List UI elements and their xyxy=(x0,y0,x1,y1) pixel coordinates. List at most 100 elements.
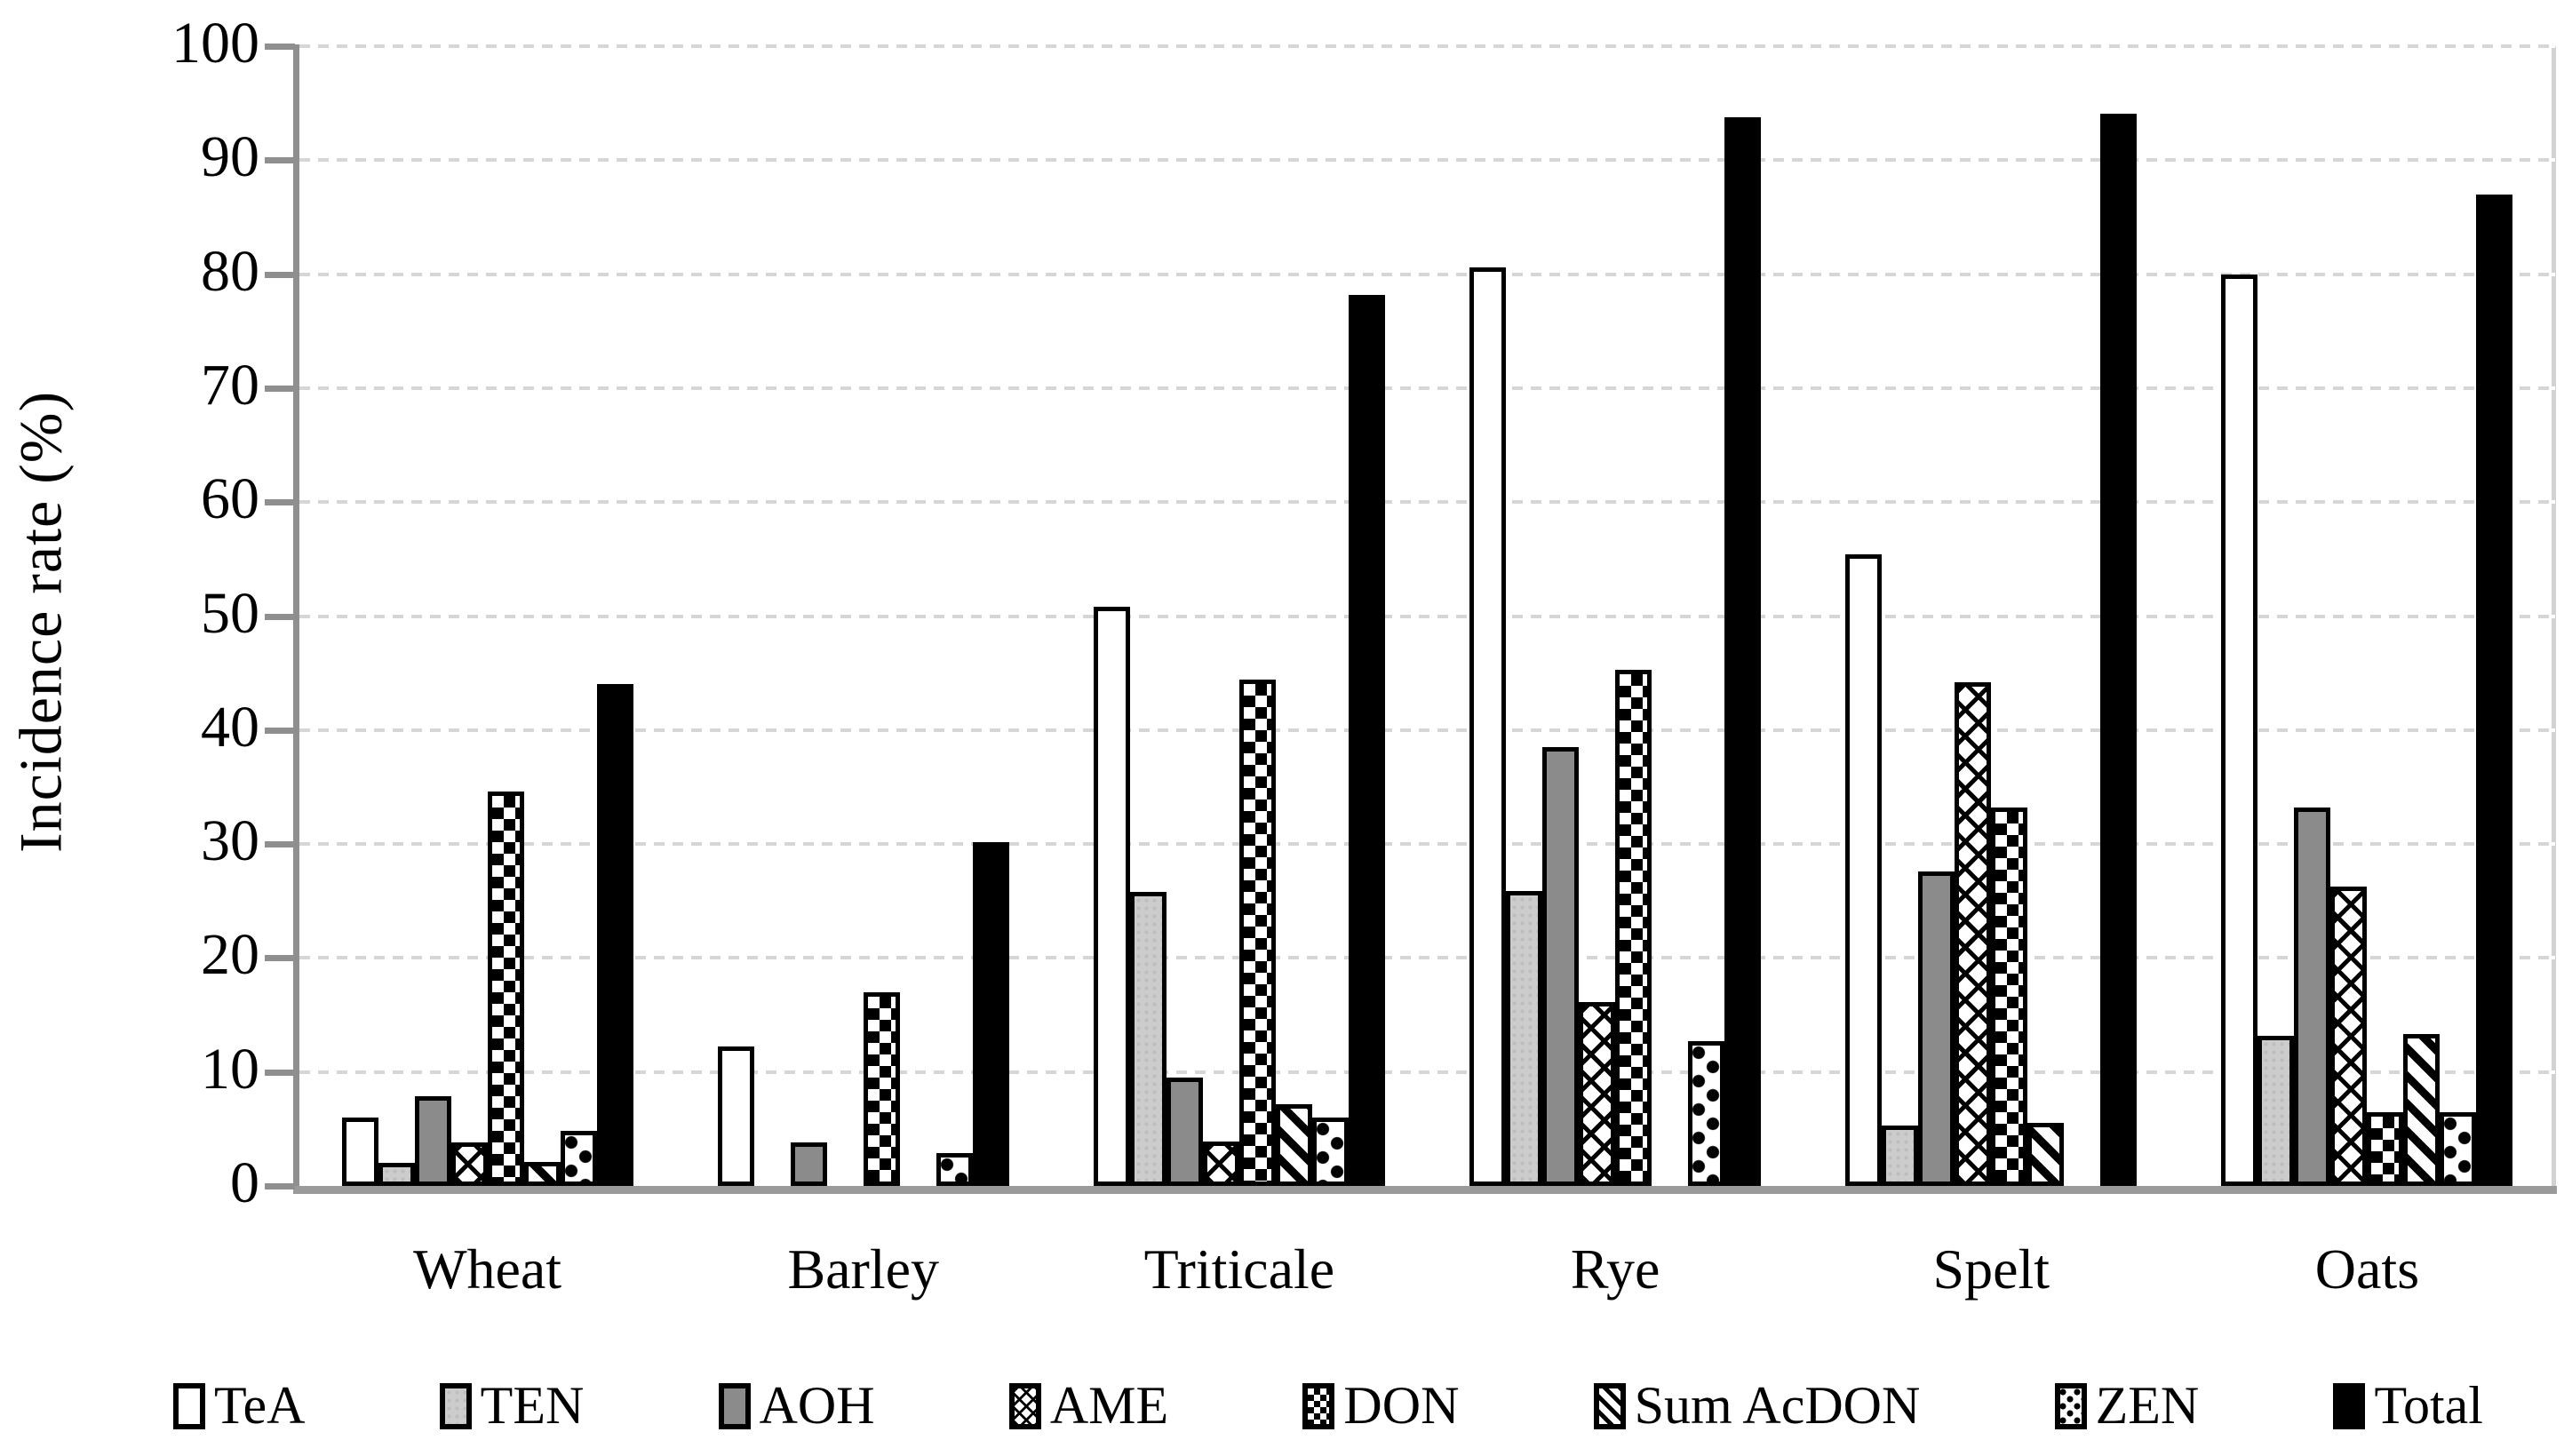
legend-label-zen: ZEN xyxy=(2095,1376,2200,1435)
bar-ten-oats xyxy=(2257,1036,2295,1186)
legend-swatch-don xyxy=(1302,1382,1335,1429)
bar-slot-aoh-triticale xyxy=(1166,1078,1203,1186)
legend-item-total: Total xyxy=(2333,1375,2483,1436)
y-tick-90 xyxy=(265,157,295,164)
bar-group-triticale xyxy=(1051,46,1427,1186)
bar-slot-ten-triticale xyxy=(1129,892,1167,1186)
bar-slot-ame-rye xyxy=(1579,1002,1616,1186)
bar-slot-tea-wheat xyxy=(341,1118,378,1186)
bar-ame-rye xyxy=(1579,1002,1616,1186)
y-tick-label-100: 100 xyxy=(171,10,259,76)
bar-slot-ten-spelt xyxy=(1882,1126,1919,1186)
bar-total-spelt xyxy=(2100,114,2138,1186)
legend-swatch-sum-acdon xyxy=(1593,1382,1626,1429)
bar-tea-rye xyxy=(1469,267,1507,1186)
bar-ame-spelt xyxy=(1955,682,1992,1186)
bar-slot-total-spelt xyxy=(2100,114,2138,1186)
y-axis-line xyxy=(293,44,299,1192)
gridline-60 xyxy=(299,500,2555,505)
legend: TeA TEN AOH AME DON Sum AcDON ZEN Total xyxy=(173,1375,2483,1436)
bar-slot-zen-rye xyxy=(1688,1041,1725,1186)
bar-slot-total-triticale xyxy=(1348,295,1385,1186)
y-tick-label-80: 80 xyxy=(201,238,259,304)
bar-total-wheat xyxy=(596,684,633,1186)
bar-group-spelt xyxy=(1804,46,2179,1186)
legend-item-aoh: AOH xyxy=(718,1375,875,1436)
legend-item-zen: ZEN xyxy=(2054,1375,2200,1436)
gridline-90 xyxy=(299,158,2555,163)
bar-tea-barley xyxy=(717,1046,754,1186)
bar-slot-ame-spelt xyxy=(1955,682,1992,1186)
bar-tea-oats xyxy=(2221,274,2258,1186)
bar-group-wheat xyxy=(299,46,675,1186)
bar-don-rye xyxy=(1615,670,1652,1186)
bar-aoh-rye xyxy=(1542,747,1580,1186)
bar-slot-ame-wheat xyxy=(450,1142,488,1186)
bar-slot-zen-barley xyxy=(936,1153,973,1186)
legend-label-sum-acdon: Sum AcDON xyxy=(1634,1376,1921,1435)
x-axis-label-barley: Barley xyxy=(787,1237,940,1301)
y-tick-10 xyxy=(265,1069,295,1076)
bar-slot-tea-oats xyxy=(2221,274,2258,1186)
bar-total-rye xyxy=(1724,117,1762,1186)
bar-slot-aoh-barley xyxy=(790,1142,827,1186)
y-tick-label-60: 60 xyxy=(201,466,259,532)
y-tick-label-30: 30 xyxy=(201,808,259,874)
bar-slot-ten-rye xyxy=(1506,891,1543,1186)
legend-item-ame: AME xyxy=(1008,1375,1168,1436)
bar-slot-tea-spelt xyxy=(1845,554,1883,1186)
bar-don-barley xyxy=(863,992,900,1186)
y-tick-label-0: 0 xyxy=(230,1150,259,1215)
bar-sum-acdon-wheat xyxy=(523,1162,561,1186)
bar-aoh-oats xyxy=(2294,808,2331,1186)
x-axis-label-oats: Oats xyxy=(2314,1237,2420,1301)
y-tick-100 xyxy=(265,44,295,50)
legend-item-don: DON xyxy=(1302,1375,1459,1436)
bar-aoh-spelt xyxy=(1918,871,1955,1186)
legend-swatch-tea xyxy=(173,1382,205,1429)
y-tick-50 xyxy=(265,613,295,620)
bar-sum-acdon-oats xyxy=(2403,1034,2441,1186)
bar-slot-tea-rye xyxy=(1469,267,1507,1186)
bar-zen-triticale xyxy=(1311,1118,1349,1186)
y-tick-60 xyxy=(265,499,295,506)
y-tick-30 xyxy=(265,841,295,848)
bar-slot-don-wheat xyxy=(487,792,524,1186)
bar-don-triticale xyxy=(1238,680,1276,1186)
gridline-100 xyxy=(299,44,2555,48)
bar-zen-rye xyxy=(1688,1041,1725,1186)
bar-ten-spelt xyxy=(1882,1126,1919,1186)
bar-ten-wheat xyxy=(378,1163,415,1186)
bar-slot-sum-acdon-oats xyxy=(2403,1034,2441,1186)
legend-swatch-ten xyxy=(439,1382,472,1429)
y-tick-0 xyxy=(265,1183,295,1189)
bar-slot-ten-wheat xyxy=(378,1163,415,1186)
gridline-50 xyxy=(299,614,2555,618)
bar-aoh-barley xyxy=(790,1142,827,1186)
bar-slot-sum-acdon-triticale xyxy=(1275,1104,1312,1186)
y-tick-label-50: 50 xyxy=(201,580,259,646)
legend-label-aoh: AOH xyxy=(759,1376,875,1435)
bar-slot-don-rye xyxy=(1615,670,1652,1186)
legend-swatch-total xyxy=(2333,1382,2366,1429)
bar-tea-wheat xyxy=(341,1118,378,1186)
bar-groups xyxy=(299,46,2555,1186)
gridline-70 xyxy=(299,386,2555,390)
legend-swatch-aoh xyxy=(718,1382,751,1429)
x-axis-label-triticale: Triticale xyxy=(1143,1237,1335,1301)
legend-swatch-zen xyxy=(2054,1382,2087,1429)
legend-label-total: Total xyxy=(2374,1376,2483,1435)
legend-label-tea: TeA xyxy=(214,1376,306,1435)
bar-slot-aoh-wheat xyxy=(414,1096,451,1186)
x-axis-labels: Wheat Barley Triticale Rye Spelt Oats xyxy=(299,1237,2555,1302)
legend-item-ten: TEN xyxy=(439,1375,585,1436)
bar-slot-total-barley xyxy=(972,842,1009,1186)
x-axis-label-rye: Rye xyxy=(1570,1237,1660,1301)
bar-slot-ame-oats xyxy=(2330,887,2368,1186)
bar-slot-sum-acdon-spelt xyxy=(2027,1123,2065,1186)
legend-label-ten: TEN xyxy=(480,1376,585,1435)
bar-ame-triticale xyxy=(1202,1142,1239,1186)
bar-tea-triticale xyxy=(1093,607,1130,1186)
y-tick-label-70: 70 xyxy=(201,352,259,418)
bar-don-wheat xyxy=(487,792,524,1186)
